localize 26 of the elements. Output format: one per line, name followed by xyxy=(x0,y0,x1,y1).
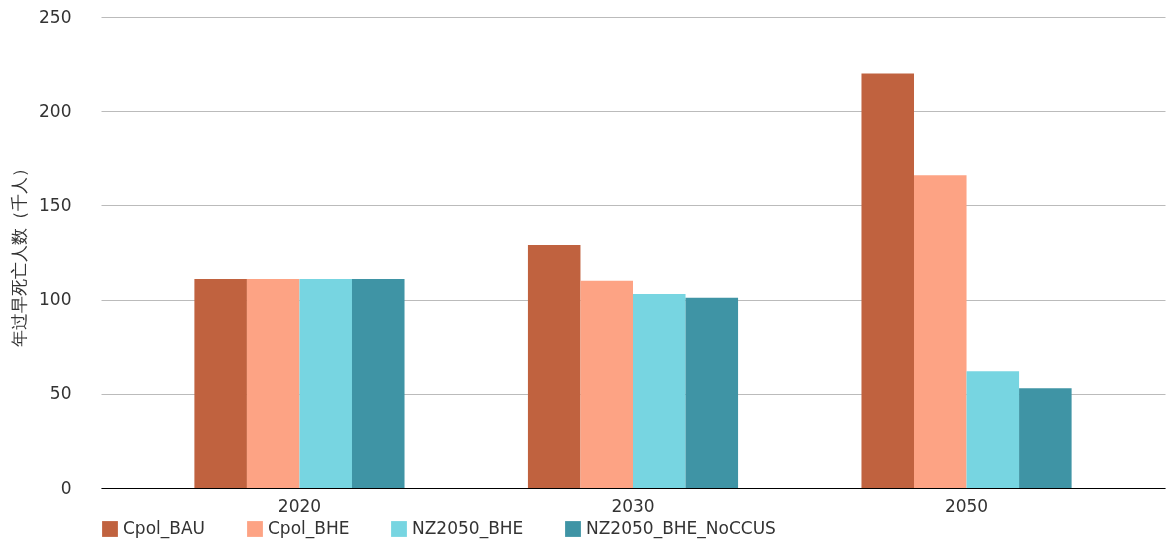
bar xyxy=(580,280,633,488)
legend-label: Cpol_BAU xyxy=(123,518,206,539)
y-tick-label: 0 xyxy=(60,477,72,498)
y-tick-label: 200 xyxy=(39,100,72,121)
bar xyxy=(1019,388,1072,488)
bar xyxy=(246,278,300,488)
bar xyxy=(966,371,1020,488)
bar xyxy=(685,297,739,488)
bar xyxy=(914,175,967,488)
y-tick-label: 150 xyxy=(39,194,72,215)
bar xyxy=(351,278,405,488)
x-tick-label: 2030 xyxy=(611,495,655,516)
bar xyxy=(633,293,686,488)
bar xyxy=(299,278,352,488)
y-tick-label: 50 xyxy=(49,383,72,404)
x-tick-label: 2050 xyxy=(944,495,989,516)
legend-label: NZ2050_BHE xyxy=(412,518,524,539)
y-axis-title: 年过早死亡人数（千人） xyxy=(9,159,30,347)
x-tick-label: 2020 xyxy=(277,495,322,516)
bar xyxy=(194,278,247,488)
bar xyxy=(527,244,581,488)
y-tick-label: 250 xyxy=(39,6,72,27)
legend-label: NZ2050_BHE_NoCCUS xyxy=(586,518,776,539)
legend-label: Cpol_BHE xyxy=(268,518,350,539)
bar xyxy=(861,73,915,488)
y-tick-label: 100 xyxy=(39,289,72,310)
